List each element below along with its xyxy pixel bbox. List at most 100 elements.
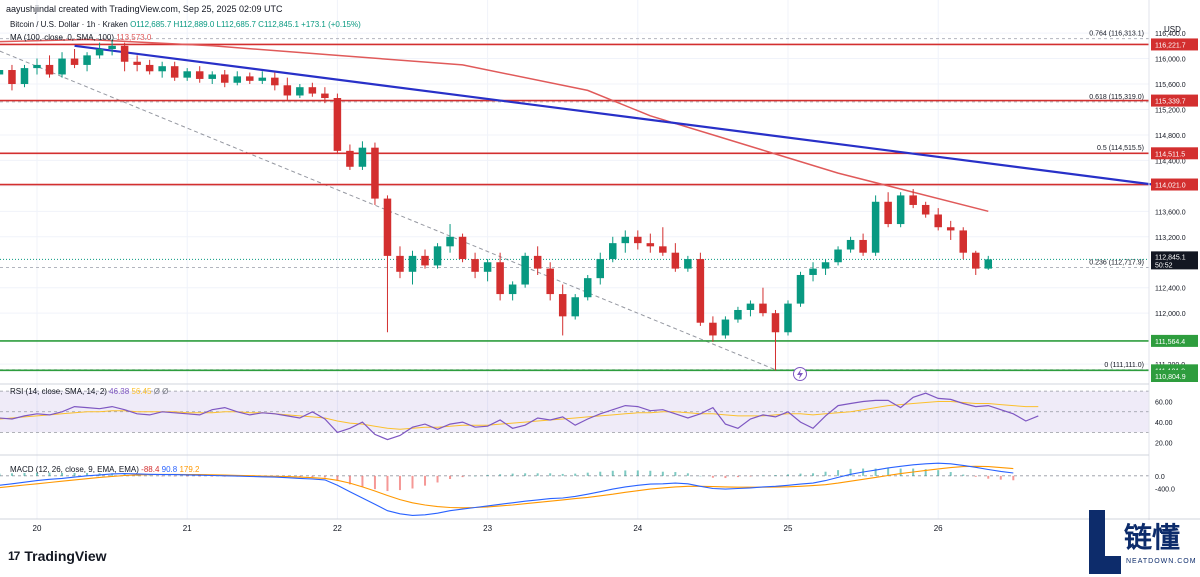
macd-histogram-bar <box>398 475 401 491</box>
current-price-label: 112,845.1 <box>1155 254 1186 261</box>
level-tag-label: 111,564.4 <box>1155 339 1185 346</box>
macd-histogram-bar <box>361 475 364 487</box>
rsi-pane <box>0 392 1039 441</box>
macd-histogram-bar <box>424 475 427 486</box>
rsi-label: RSI (14, close, SMA, 14, 2) <box>10 387 107 396</box>
candle-body <box>383 198 392 256</box>
candle-body <box>233 76 242 83</box>
watermark-logo <box>1089 510 1121 574</box>
macd-histogram-bar <box>348 475 351 485</box>
price-tick-label: 115,200.0 <box>1155 107 1186 114</box>
ma-label: MA (100, close, 0, SMA, 100) <box>10 33 115 42</box>
candle-body <box>959 230 967 253</box>
macd-histogram-bar <box>386 475 389 492</box>
macd-histogram-bar <box>599 471 602 476</box>
macd-signal-line <box>0 465 1014 509</box>
currency-label: USD <box>1164 25 1181 34</box>
low-tag-label: 110,804.9 <box>1155 374 1186 381</box>
level-tag <box>1151 94 1198 107</box>
candle-body <box>634 236 642 244</box>
fib-level-label: 0.618 (115,319.0) <box>1089 94 1144 101</box>
candle-body <box>170 66 179 78</box>
candle-body <box>609 243 617 260</box>
macd-histogram-bar <box>962 474 965 476</box>
candle-body <box>621 236 630 244</box>
candle-body <box>133 61 141 65</box>
candle-body <box>358 147 367 167</box>
flash-icon[interactable] <box>793 367 807 381</box>
candle-body <box>421 255 429 266</box>
fib-level-label: 0.5 (114,515.5) <box>1097 145 1144 152</box>
ma-100-line <box>0 38 989 213</box>
macd-histogram-bar <box>974 475 977 477</box>
candle-body <box>458 236 467 260</box>
candle-body <box>796 274 805 304</box>
candle-body <box>734 309 742 320</box>
candle-body <box>921 204 930 215</box>
macd-histogram-bar <box>924 469 927 476</box>
candle-body <box>496 262 504 295</box>
candle-body <box>45 64 54 75</box>
price-tick-label: 116,400.0 <box>1155 31 1186 38</box>
candle-body <box>95 49 104 56</box>
macd-tick-label: -400.0 <box>1155 487 1175 494</box>
ma-header: MA (100, close, 0, SMA, 100) 113,573.0 <box>10 33 151 42</box>
macd-histogram-bar <box>624 470 627 476</box>
level-tag-label: 114,511.5 <box>1155 151 1185 158</box>
price-tick-label: 116,000.0 <box>1155 57 1186 64</box>
macd-histogram-bar <box>611 470 614 476</box>
candle-body <box>70 58 79 65</box>
candle-body <box>471 259 479 272</box>
macd-histogram-bar <box>486 474 489 476</box>
tradingview-icon: 17 <box>8 549 20 563</box>
bearish-trendline <box>74 44 1164 187</box>
macd-histogram-bar <box>774 475 777 476</box>
level-tag <box>1151 147 1198 160</box>
time-tick-label: 23 <box>483 524 492 533</box>
candle-body <box>596 259 605 279</box>
candle-body <box>909 195 917 205</box>
level-tag <box>1151 334 1198 347</box>
macd-histogram-bar <box>148 475 151 477</box>
candle-body <box>195 71 204 79</box>
macd-histogram-bar <box>511 473 514 476</box>
price-pane: 0.764 (116,313.1) 0.618 (115,319.0) 0.5 (1… <box>0 31 1164 372</box>
macd-histogram-bar <box>761 475 764 477</box>
candle-body <box>396 255 404 272</box>
rsi-tick-label: 60.00 <box>1155 399 1173 406</box>
candle-body <box>283 85 292 96</box>
level-tag-label: 114,021.0 <box>1155 183 1186 190</box>
symbol-header: Bitcoin / U.S. Dollar · 1h · Kraken O112… <box>10 20 361 29</box>
macd-histogram-bar <box>887 468 890 476</box>
rsi-tick-label: 20.00 <box>1155 441 1173 448</box>
candle-body <box>220 74 229 83</box>
candle-body <box>696 259 705 323</box>
countdown-label: 50:52 <box>1155 262 1173 269</box>
low-tag <box>1151 370 1198 382</box>
candle-body <box>684 259 692 269</box>
candle-body <box>859 239 867 253</box>
macd-histogram-bar <box>674 472 677 476</box>
macd-histogram-bar <box>373 475 376 490</box>
time-tick-label: 24 <box>633 524 642 533</box>
macd-signal-value: 179.2 <box>179 465 200 474</box>
price-tick-label: 114,400.0 <box>1155 158 1186 165</box>
macd-histogram-bar <box>937 470 940 476</box>
time-tick-label: 22 <box>333 524 342 533</box>
tradingview-logo[interactable]: 17 TradingView <box>8 548 107 564</box>
macd-histogram-bar <box>474 475 477 477</box>
fib-level-label: 0 (111,111.0) <box>1104 362 1144 369</box>
macd-histogram-bar <box>198 475 201 477</box>
candle-body <box>183 71 191 78</box>
macd-label: MACD (12, 26, close, 9, EMA, EMA) <box>10 465 139 474</box>
macd-histogram-bar <box>461 475 464 478</box>
candle-body <box>0 70 4 75</box>
candle-body <box>296 87 304 96</box>
macd-histogram-bar <box>123 473 126 476</box>
rsi-tick-label: 40.00 <box>1155 420 1173 427</box>
candle-body <box>934 214 942 228</box>
candle-body <box>483 262 492 272</box>
macd-histogram-bar <box>561 473 564 476</box>
candle-body <box>671 252 680 269</box>
